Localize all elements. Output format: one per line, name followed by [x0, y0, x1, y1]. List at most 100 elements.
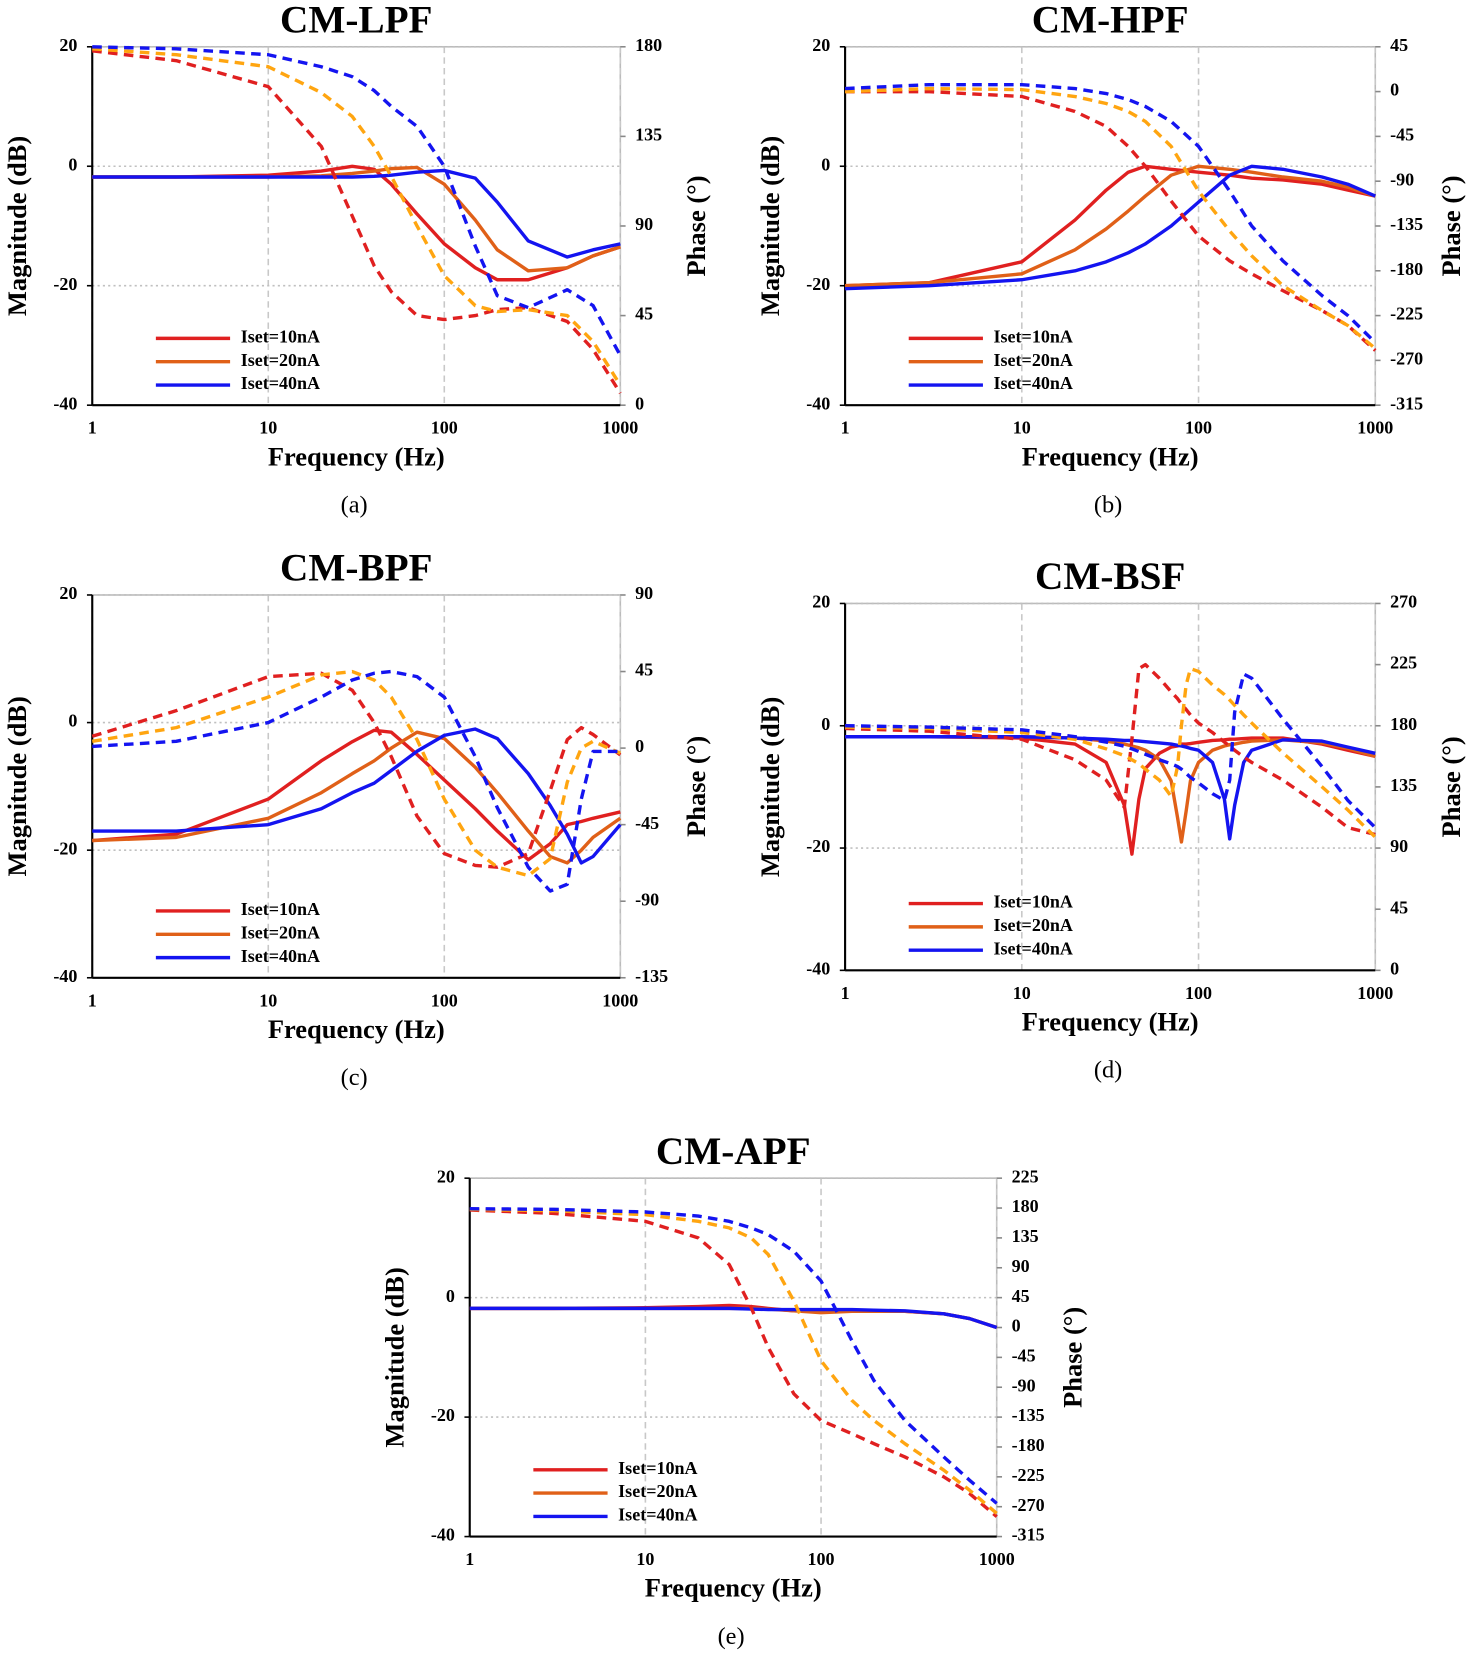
phase-line — [92, 669, 621, 893]
phase-line — [92, 45, 622, 357]
y-tick-label: 20 — [812, 35, 830, 55]
legend-label: Iset=10nA — [241, 327, 320, 347]
chart: 1 10 100 1000 -40 -20 0 20 0 45 90 135 180 Iset=10nA I… — [2, 0, 711, 519]
y-tick-label: 0 — [68, 154, 77, 174]
y2-tick-label: 45 — [635, 304, 653, 324]
plot-area — [91, 45, 622, 406]
y-tick-label: 20 — [59, 35, 77, 55]
legend-label: Iset=20nA — [994, 915, 1073, 935]
legend-label: Iset=20nA — [241, 350, 320, 370]
y2-tick-label: 90 — [1390, 836, 1408, 856]
y2-tick-label: -180 — [1012, 1435, 1045, 1455]
y-axis-label: Magnitude (dB) — [2, 696, 32, 876]
phase-line — [469, 1207, 998, 1505]
magnitude-line — [845, 164, 1376, 291]
magnitude-line — [845, 735, 1376, 844]
x-tick-label: 10 — [259, 990, 277, 1010]
phase-line — [845, 662, 1376, 837]
y2-tick-label: -135 — [1390, 214, 1423, 234]
chart-title: CM-APF — [656, 1130, 811, 1173]
x-tick-label: 100 — [1185, 418, 1212, 438]
legend-label: Iset=20nA — [241, 922, 320, 942]
y-tick-label: -40 — [53, 393, 77, 413]
chart-title: CM-LPF — [280, 0, 432, 41]
legend-label: Iset=40nA — [994, 938, 1073, 958]
y2-tick-label: 0 — [635, 736, 644, 756]
y2-tick-label: 225 — [1012, 1166, 1039, 1186]
y-tick-label: -40 — [431, 1525, 455, 1545]
chart: 1 10 100 1000 -40 -20 0 20 -315 -270 -225 -180 -135 -… — [755, 0, 1466, 519]
magnitude-line — [845, 735, 1376, 856]
x-tick-label: 10 — [1013, 418, 1031, 438]
legend-label: Iset=10nA — [241, 899, 320, 919]
caption: (d) — [1094, 1057, 1122, 1084]
plot-area — [91, 594, 622, 979]
y-tick-label: -40 — [806, 393, 830, 413]
legend-label: Iset=10nA — [618, 1458, 697, 1478]
y2-tick-label: 45 — [1012, 1286, 1030, 1306]
y-tick-label: 0 — [821, 154, 830, 174]
y2-tick-label: 135 — [1390, 775, 1417, 795]
magnitude-line — [845, 164, 1376, 288]
x-tick-label: 1000 — [1357, 983, 1393, 1003]
phase-line — [469, 1208, 998, 1518]
y2-tick-label: 225 — [1390, 653, 1417, 673]
y-tick-label: 20 — [812, 592, 830, 612]
y2-tick-label: 180 — [1390, 714, 1417, 734]
phase-line — [845, 672, 1377, 829]
phase-line — [91, 669, 621, 878]
magnitude-line — [845, 164, 1376, 288]
magnitude-line — [92, 728, 621, 862]
y-tick-label: 0 — [821, 714, 830, 734]
y2-tick-label: -225 — [1390, 304, 1423, 324]
phase-line — [845, 82, 1377, 344]
legend-label: Iset=10nA — [994, 892, 1073, 912]
y-axis-label: Magnitude (dB) — [380, 1267, 410, 1447]
y2-tick-label: -315 — [1390, 393, 1423, 413]
phase-line — [92, 49, 622, 395]
y-axis-label: Magnitude (dB) — [2, 136, 32, 316]
y2-axis-label: Phase (°) — [681, 736, 711, 837]
x-tick-label: 10 — [259, 418, 277, 438]
x-tick-label: 1000 — [979, 1549, 1015, 1569]
y-tick-label: -40 — [806, 958, 830, 978]
y2-axis-label: Phase (°) — [1436, 736, 1466, 837]
x-tick-label: 1000 — [1357, 418, 1393, 438]
phase-line — [92, 47, 622, 387]
x-axis-label: Frequency (Hz) — [1022, 441, 1199, 471]
y2-tick-label: 180 — [635, 35, 662, 55]
y2-tick-label: -135 — [635, 966, 668, 986]
y2-tick-label: -315 — [1012, 1525, 1045, 1545]
y2-tick-label: -180 — [1390, 259, 1423, 279]
legend-label: Iset=20nA — [618, 1481, 697, 1501]
x-tick-label: 1000 — [602, 418, 638, 438]
phase-line — [845, 666, 1377, 839]
x-axis-label: Frequency (Hz) — [268, 1014, 445, 1044]
y-axis-label: Magnitude (dB) — [755, 136, 785, 316]
x-axis-label: Frequency (Hz) — [1022, 1007, 1199, 1037]
y2-tick-label: 90 — [635, 214, 653, 234]
y-tick-label: 20 — [59, 583, 77, 603]
y2-axis-label: Phase (°) — [1436, 175, 1466, 276]
y-tick-label: 0 — [68, 711, 77, 731]
y-tick-label: -20 — [806, 836, 830, 856]
y2-tick-label: 45 — [1390, 35, 1408, 55]
chart: 1 10 100 1000 -40 -20 0 20 0 45 90 135 180 225 270 Iset… — [755, 555, 1466, 1084]
magnitude-line — [469, 1306, 998, 1330]
y2-tick-label: 135 — [635, 125, 662, 145]
y-tick-label: 0 — [446, 1286, 455, 1306]
y2-tick-label: -90 — [1390, 169, 1414, 189]
phase-line — [845, 89, 1377, 352]
y2-tick-label: -135 — [1012, 1405, 1045, 1425]
x-axis-label: Frequency (Hz) — [645, 1573, 822, 1603]
chart-title: CM-BPF — [280, 547, 432, 590]
y-tick-label: -20 — [53, 274, 77, 294]
y2-tick-label: -270 — [1390, 349, 1423, 369]
y2-tick-label: 0 — [1390, 80, 1399, 100]
caption: (c) — [341, 1064, 368, 1091]
chart: 1 10 100 1000 -40 -20 0 20 -315 -270 -225 -180 -135 -… — [380, 1130, 1088, 1650]
legend-label: Iset=40nA — [618, 1505, 697, 1525]
x-axis-label: Frequency (Hz) — [268, 441, 445, 471]
y2-tick-label: 270 — [1390, 592, 1417, 612]
